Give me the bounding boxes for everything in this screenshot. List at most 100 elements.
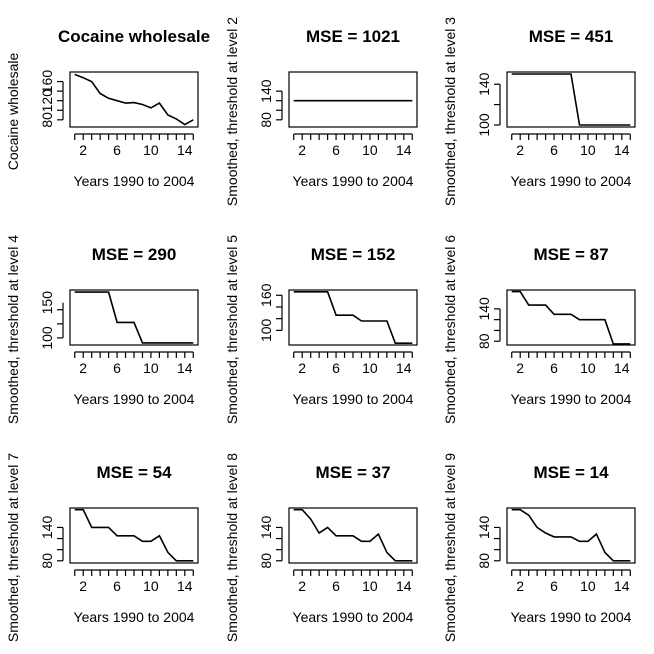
plot-area bbox=[69, 507, 199, 564]
y-tick-label: 140 bbox=[476, 516, 492, 540]
x-axis-label: Years 1990 to 2004 bbox=[511, 173, 632, 189]
y-tick-label: 80 bbox=[39, 112, 55, 128]
panel-title: MSE = 54 bbox=[96, 463, 172, 482]
x-axis-label: Years 1990 to 2004 bbox=[74, 609, 195, 625]
x-axis-label: Years 1990 to 2004 bbox=[293, 173, 414, 189]
x-tick-label: 6 bbox=[332, 578, 340, 594]
x-tick-label: 6 bbox=[113, 360, 121, 376]
y-axis-label: Smoothed, threshold at level 6 bbox=[442, 235, 458, 424]
x-tick-label: 2 bbox=[298, 578, 306, 594]
x-tick-label: 10 bbox=[580, 578, 596, 594]
x-axis-label: Years 1990 to 2004 bbox=[511, 609, 632, 625]
plot-area bbox=[69, 289, 199, 346]
x-tick-label: 2 bbox=[516, 360, 524, 376]
panel-title: MSE = 37 bbox=[315, 463, 390, 482]
x-tick-label: 14 bbox=[396, 360, 412, 376]
x-axis-label: Years 1990 to 2004 bbox=[293, 609, 414, 625]
y-tick-label: 80 bbox=[258, 112, 274, 128]
series-line bbox=[511, 508, 631, 562]
y-axis-label: Cocaine wholesale bbox=[5, 53, 21, 171]
x-tick-label: 10 bbox=[143, 360, 159, 376]
y-tick-label: 160 bbox=[258, 283, 274, 307]
x-tick-label: 14 bbox=[177, 142, 193, 158]
x-tick-label: 14 bbox=[396, 578, 412, 594]
series-line bbox=[293, 508, 413, 562]
x-tick-label: 6 bbox=[550, 360, 558, 376]
x-tick-label: 2 bbox=[79, 142, 87, 158]
x-tick-label: 14 bbox=[177, 578, 193, 594]
x-tick-label: 2 bbox=[298, 142, 306, 158]
panel-title: MSE = 87 bbox=[533, 245, 608, 264]
x-tick-label: 2 bbox=[298, 360, 306, 376]
y-tick-label: 80 bbox=[476, 553, 492, 569]
x-tick-label: 6 bbox=[113, 142, 121, 158]
x-tick-label: 10 bbox=[580, 360, 596, 376]
y-tick-label: 80 bbox=[476, 333, 492, 349]
y-tick-label: 140 bbox=[476, 297, 492, 321]
y-tick-label: 140 bbox=[476, 72, 492, 96]
series-line bbox=[511, 290, 631, 345]
x-tick-label: 14 bbox=[614, 360, 630, 376]
y-axis-label: Smoothed, threshold at level 2 bbox=[224, 17, 240, 206]
y-axis-label: Smoothed, threshold at level 8 bbox=[224, 453, 240, 642]
x-tick-label: 10 bbox=[143, 142, 159, 158]
x-tick-label: 6 bbox=[332, 142, 340, 158]
x-axis-label: Years 1990 to 2004 bbox=[74, 173, 195, 189]
x-tick-label: 14 bbox=[614, 578, 630, 594]
y-tick-label: 80 bbox=[39, 553, 55, 569]
y-tick-label: 100 bbox=[258, 318, 274, 342]
x-axis-label: Years 1990 to 2004 bbox=[293, 391, 414, 407]
x-tick-label: 14 bbox=[396, 142, 412, 158]
series-line bbox=[74, 73, 194, 126]
panel-title: MSE = 451 bbox=[529, 27, 614, 46]
panel-title: Cocaine wholesale bbox=[58, 27, 210, 46]
y-tick-label: 140 bbox=[258, 79, 274, 103]
plot-area bbox=[288, 289, 418, 346]
y-axis-label: Smoothed, threshold at level 7 bbox=[5, 453, 21, 642]
series-line bbox=[511, 73, 631, 126]
x-axis-label: Years 1990 to 2004 bbox=[74, 391, 195, 407]
panel-title: MSE = 14 bbox=[533, 463, 609, 482]
series-line bbox=[74, 508, 194, 562]
x-tick-label: 10 bbox=[362, 142, 378, 158]
panel-title: MSE = 152 bbox=[311, 245, 396, 264]
x-tick-label: 10 bbox=[362, 360, 378, 376]
y-tick-label: 150 bbox=[39, 291, 55, 315]
y-axis-label: Smoothed, threshold at level 3 bbox=[442, 17, 458, 206]
plot-area bbox=[69, 71, 199, 128]
x-tick-label: 2 bbox=[516, 142, 524, 158]
series-line bbox=[74, 291, 194, 344]
y-tick-label: 140 bbox=[258, 516, 274, 540]
x-tick-label: 2 bbox=[79, 578, 87, 594]
plot-area bbox=[506, 71, 636, 128]
plot-area bbox=[506, 507, 636, 564]
x-tick-label: 10 bbox=[143, 578, 159, 594]
x-tick-label: 10 bbox=[580, 142, 596, 158]
y-tick-label: 80 bbox=[258, 553, 274, 569]
x-tick-label: 6 bbox=[550, 578, 558, 594]
plot-area bbox=[506, 289, 636, 346]
y-tick-label: 160 bbox=[39, 70, 55, 94]
y-axis-label: Smoothed, threshold at level 4 bbox=[5, 235, 21, 424]
x-tick-label: 14 bbox=[614, 142, 630, 158]
x-tick-label: 2 bbox=[79, 360, 87, 376]
y-tick-label: 140 bbox=[39, 516, 55, 540]
series-line bbox=[293, 290, 413, 345]
y-axis-label: Smoothed, threshold at level 9 bbox=[442, 453, 458, 642]
x-tick-label: 2 bbox=[516, 578, 524, 594]
x-tick-label: 6 bbox=[550, 142, 558, 158]
y-tick-label: 100 bbox=[476, 113, 492, 137]
y-tick-label: 120 bbox=[39, 89, 55, 113]
y-axis-label: Smoothed, threshold at level 5 bbox=[224, 235, 240, 424]
panel-title: MSE = 290 bbox=[92, 245, 177, 264]
plot-area bbox=[288, 71, 418, 128]
y-tick-label: 100 bbox=[39, 326, 55, 350]
x-tick-label: 14 bbox=[177, 360, 193, 376]
x-tick-label: 6 bbox=[332, 360, 340, 376]
x-tick-label: 6 bbox=[113, 578, 121, 594]
panel-title: MSE = 1021 bbox=[306, 27, 400, 46]
plot-area bbox=[288, 507, 418, 564]
x-tick-label: 10 bbox=[362, 578, 378, 594]
x-axis-label: Years 1990 to 2004 bbox=[511, 391, 632, 407]
